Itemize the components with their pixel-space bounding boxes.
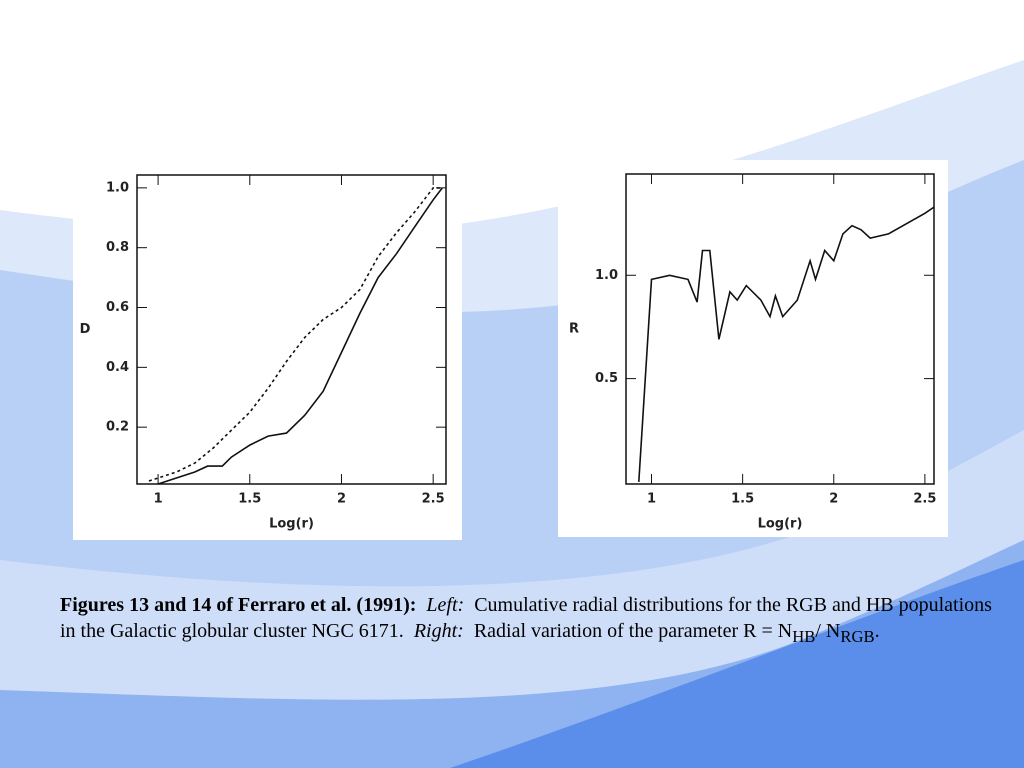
caption-right-label: Right: [413, 620, 464, 642]
caption-text: . [874, 620, 880, 642]
y-tick-label: 0.4 [106, 360, 129, 375]
y-tick-label: 1.0 [595, 268, 618, 283]
caption-text: Radial variation of the parameter R = N [473, 620, 793, 642]
plot-frame [625, 173, 935, 485]
caption: Figures 13 and 14 of Ferraro et al. (199… [60, 592, 1000, 650]
caption-left-label: Left: [426, 594, 465, 616]
line [148, 187, 443, 482]
y-axis-label: D [80, 322, 91, 337]
plot-frame [136, 174, 447, 485]
y-tick-label: 1.0 [106, 180, 129, 195]
caption-sub: HB [792, 627, 816, 646]
x-tick-label: 1.5 [731, 492, 754, 507]
x-axis-label: Log(r) [758, 517, 803, 532]
x-tick-label: 1 [154, 492, 163, 507]
line [638, 206, 935, 482]
x-axis-label: Log(r) [269, 517, 314, 532]
caption-text: Cumulative radial distributions for the … [60, 594, 992, 642]
x-tick-label: 2.5 [913, 492, 936, 507]
caption-text: / N [815, 620, 841, 642]
line [157, 187, 443, 485]
x-tick-label: 1.5 [238, 492, 261, 507]
caption-bold: Figures 13 and 14 of Ferraro et al. (199… [60, 594, 417, 616]
x-tick-label: 2 [337, 492, 346, 507]
caption-sub: RGB [840, 627, 875, 646]
x-tick-label: 2 [829, 492, 838, 507]
y-tick-label: 0.8 [106, 240, 129, 255]
y-axis-label: R [569, 322, 579, 337]
y-tick-label: 0.2 [106, 420, 129, 435]
y-tick-label: 0.6 [106, 300, 129, 315]
y-tick-label: 0.5 [595, 371, 618, 386]
x-tick-label: 1 [647, 492, 656, 507]
x-tick-label: 2.5 [422, 492, 445, 507]
